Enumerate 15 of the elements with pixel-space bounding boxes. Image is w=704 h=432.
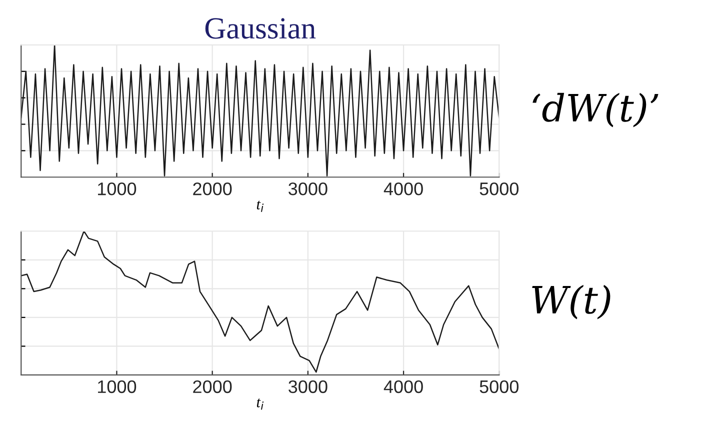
y-axis-title: ‘dW(t)’: [532, 92, 658, 128]
x-tick-label: 5000: [480, 182, 519, 196]
y-axis-title: W(t): [532, 284, 610, 320]
x-tick-label: 1000: [98, 182, 136, 196]
x-tick-label: 4000: [384, 380, 423, 394]
x-tick-label: 4000: [384, 182, 423, 196]
x-tick-label: 1000: [98, 380, 136, 394]
x-axis-title: t$_{i}$: [256, 200, 264, 212]
x-tick-label: 2000: [193, 380, 232, 394]
x-tick-label: 3000: [288, 380, 328, 394]
x-tick-label: 2000: [193, 182, 232, 196]
chart-title: Gaussian: [205, 18, 316, 39]
x-tick-label: 3000: [288, 182, 328, 196]
x-axis-title: t$_{i}$: [256, 398, 264, 410]
x-tick-label: 5000: [480, 380, 519, 394]
